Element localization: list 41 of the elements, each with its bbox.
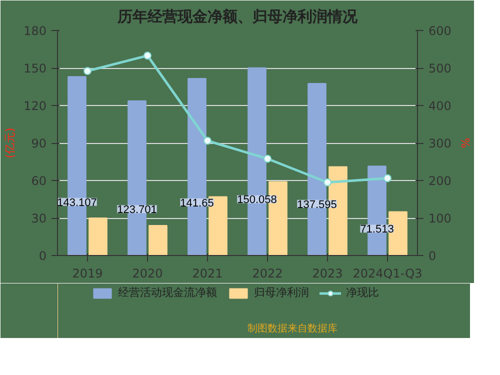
y2-tick-label: 100 [428, 212, 452, 226]
y2-tick-label: 600 [428, 24, 452, 38]
y2-tick-label: 400 [428, 99, 452, 113]
y-tick-label: 90 [31, 136, 47, 150]
data-label: 71.513 [360, 224, 394, 236]
data-label: 137.595 [297, 198, 337, 211]
point [384, 174, 392, 182]
y2-tick-label: 0 [428, 249, 436, 263]
data-label: 123.701 [117, 204, 157, 216]
point [204, 136, 212, 145]
point [264, 154, 272, 163]
y-tick-label: 60 [31, 174, 47, 188]
text: 制图数据来自数据库 [248, 322, 338, 334]
data-label: 150.058 [237, 194, 277, 206]
point [84, 67, 92, 75]
chart-title: 历年经营现金净额、归母净利润情况 [116, 8, 358, 26]
data-label: 141.65 [180, 197, 214, 210]
x-tick-label: 2022 [252, 266, 283, 280]
y-tick-label: 30 [31, 212, 47, 226]
x-tick-label: 2020 [132, 266, 163, 280]
data-label: 143.107 [57, 196, 97, 209]
point [144, 52, 152, 60]
y2-tick-label: 200 [428, 174, 452, 188]
y2-tick-label: 500 [428, 62, 452, 76]
x-tick-label: 2021 [192, 266, 223, 280]
y-tick-label: 0 [38, 249, 47, 263]
y2-axis-title: % [458, 138, 472, 148]
y-axis-title: (亿元) [4, 128, 17, 158]
y-tick-label: 150 [24, 62, 46, 76]
x-tick-label: 2019 [72, 266, 103, 280]
bar [148, 225, 168, 256]
x-tick-label: 2024Q1-Q3 [352, 266, 422, 280]
y-tick-label: 180 [24, 24, 46, 38]
y2-tick-label: 300 [428, 136, 452, 150]
legend-label: 净现比 [346, 285, 379, 300]
legend-label: 归母净利润 [254, 285, 309, 300]
y-tick-label: 120 [24, 99, 46, 113]
bar [88, 218, 108, 256]
x-tick-label: 2023 [312, 266, 343, 280]
legend-label: 经营活动现金流净额 [118, 285, 217, 300]
point [324, 178, 332, 186]
